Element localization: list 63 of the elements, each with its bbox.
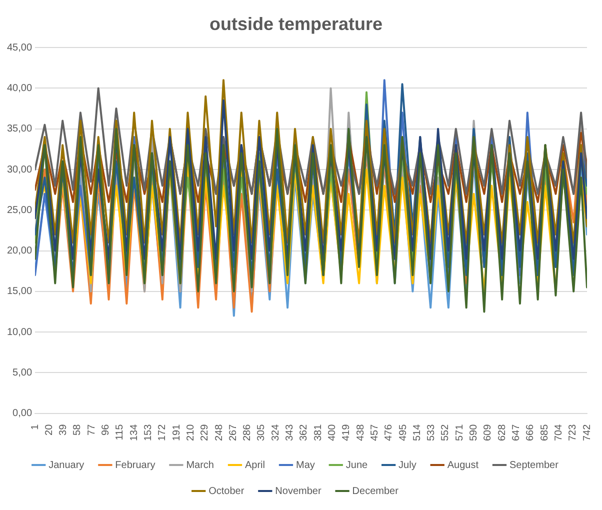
legend-label: March xyxy=(186,460,214,471)
x-tick-label: 533 xyxy=(426,424,438,442)
x-tick-label: 172 xyxy=(157,424,168,442)
legend-label: November xyxy=(275,486,322,497)
y-tick-label: 25,00 xyxy=(6,204,32,216)
x-tick-label: 457 xyxy=(369,424,380,442)
x-tick-label: 1 xyxy=(30,424,41,430)
y-tick-label: 40,00 xyxy=(6,82,32,94)
x-tick-label: 324 xyxy=(270,424,282,442)
x-tick-label: 704 xyxy=(553,424,564,442)
x-tick-label: 20 xyxy=(44,424,55,436)
legend-label: September xyxy=(509,460,560,471)
x-tick-label: 476 xyxy=(384,424,395,442)
x-tick-label: 552 xyxy=(440,424,452,442)
x-tick-label: 419 xyxy=(341,424,352,442)
x-tick-label: 115 xyxy=(114,424,126,440)
x-tick-label: 267 xyxy=(228,424,239,442)
chart-title: outside temperature xyxy=(209,14,383,34)
x-tick-label: 343 xyxy=(284,424,296,442)
x-tick-label: 381 xyxy=(312,424,324,442)
x-tick-label: 77 xyxy=(86,424,98,436)
x-tick-label: 438 xyxy=(355,424,366,442)
x-tick-label: 571 xyxy=(454,424,466,442)
x-tick-label: 590 xyxy=(468,424,480,442)
x-tick-label: 609 xyxy=(482,424,494,442)
legend-label: October xyxy=(208,486,245,497)
legend-label: December xyxy=(352,486,400,497)
x-tick-label: 495 xyxy=(398,424,409,442)
y-tick-label: 10,00 xyxy=(6,326,32,338)
x-tick-label: 400 xyxy=(326,424,338,442)
legend-label: June xyxy=(346,460,368,471)
x-tick-label: 742 xyxy=(582,424,593,442)
y-tick-label: 5,00 xyxy=(12,367,32,378)
legend-label: February xyxy=(115,460,156,471)
x-tick-label: 723 xyxy=(568,424,579,442)
x-tick-label: 229 xyxy=(200,424,211,442)
x-tick-label: 58 xyxy=(72,424,84,436)
x-tick-label: 305 xyxy=(256,424,268,442)
y-tick-label: 20,00 xyxy=(6,246,32,257)
x-tick-label: 191 xyxy=(171,424,182,442)
y-tick-label: 45,00 xyxy=(6,42,32,54)
legend-label: May xyxy=(296,460,315,471)
legend-label: April xyxy=(244,460,265,471)
x-tick-label: 134 xyxy=(128,424,140,442)
x-tick-label: 647 xyxy=(510,424,522,442)
legend-label: August xyxy=(447,460,479,471)
x-tick-label: 96 xyxy=(100,424,112,436)
legend-label: January xyxy=(48,460,84,471)
x-tick-label: 153 xyxy=(143,424,154,442)
x-tick-label: 39 xyxy=(58,424,70,436)
legend-label: July xyxy=(398,460,416,471)
x-tick-label: 210 xyxy=(185,424,196,442)
x-tick-label: 514 xyxy=(412,424,423,442)
x-tick-label: 248 xyxy=(214,424,225,442)
x-tick-label: 628 xyxy=(496,424,508,442)
y-tick-label: 15,00 xyxy=(6,286,32,298)
x-tick-label: 362 xyxy=(298,424,310,442)
x-tick-label: 685 xyxy=(539,424,550,442)
y-tick-label: 30,00 xyxy=(6,164,32,176)
x-tick-label: 666 xyxy=(525,424,536,442)
x-tick-label: 286 xyxy=(242,424,254,442)
y-tick-label: 35,00 xyxy=(6,124,32,135)
y-tick-label: 0,00 xyxy=(12,408,32,420)
